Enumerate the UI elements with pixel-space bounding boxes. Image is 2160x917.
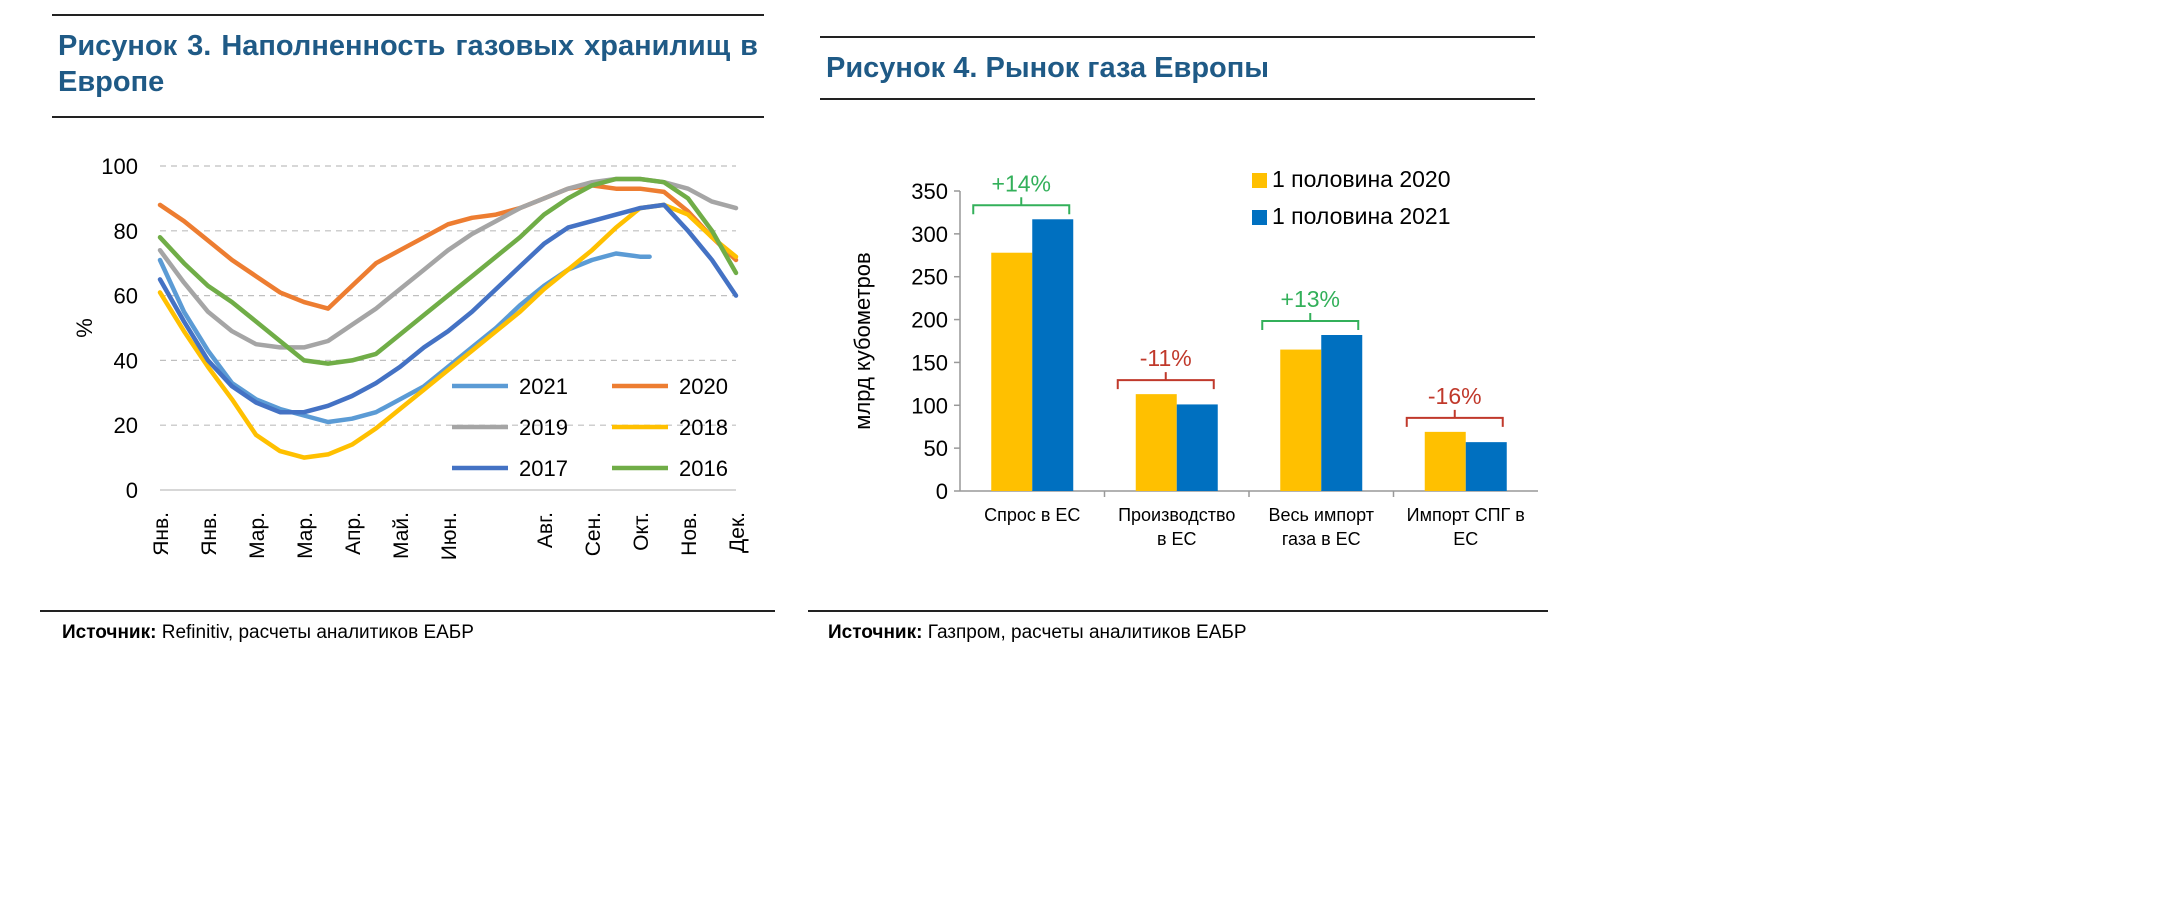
y-tick-label: 50 — [924, 436, 948, 461]
series-line-2020 — [157, 183, 739, 311]
change-annotation: +13% — [1281, 286, 1340, 312]
bar-0 — [1135, 394, 1177, 491]
storage-line-chart: 0 20 40 60 80 100% Янв. Янв. Мар. Мар. Апр. Май. Июн… — [72, 154, 749, 560]
x-tick-label: Авг. — [534, 512, 557, 548]
left-source-label: Источник: — [62, 622, 157, 643]
y-tick-label: 0 — [936, 479, 948, 504]
change-annotation: -16% — [1428, 383, 1482, 409]
x-tick-label: Июн. — [438, 512, 461, 560]
y-axis-label: млрд кубометров — [850, 252, 875, 429]
y-tick-label: 60 — [114, 284, 138, 309]
right-top-rule — [820, 36, 1535, 38]
change-annotation: -11% — [1140, 345, 1192, 371]
left-bottom-rule — [40, 610, 775, 612]
bar-1 — [1032, 219, 1074, 491]
legend-swatch — [1252, 210, 1267, 225]
left-title-rule — [52, 116, 764, 118]
legend-label: 2019 — [519, 415, 568, 440]
right-source-text: Газпром, расчеты аналитиков ЕАБР — [927, 622, 1247, 643]
bar-0 — [1424, 431, 1466, 491]
y-tick-label: 200 — [911, 308, 948, 333]
right-title-rule — [820, 98, 1535, 100]
x-tick-label: Май. — [390, 512, 413, 559]
bar-1 — [1465, 442, 1507, 491]
right-source-label: Источник: — [828, 622, 923, 643]
legend-label: 1 половина 2021 — [1272, 203, 1451, 229]
x-category-label: в ЕС — [1157, 529, 1197, 549]
x-category-label: Спрос в ЕС — [984, 505, 1080, 525]
x-tick-label: Окт. — [630, 512, 653, 551]
change-bracket — [1261, 313, 1360, 330]
x-tick-label: Янв. — [198, 512, 221, 556]
x-tick-label: Апр. — [342, 512, 365, 555]
series-line-2019 — [157, 176, 739, 350]
right-chart-title: Рисунок 4. Рынок газа Европы — [826, 52, 1270, 84]
series-line-2016 — [157, 176, 739, 366]
legend-label: 2021 — [519, 374, 568, 399]
gas-market-bar-chart: 0 50 100 150 200 250 300 350 млрд кубометров Спро… — [850, 166, 1538, 549]
y-tick-label: 100 — [911, 393, 948, 418]
legend-label: 1 половина 2020 — [1272, 166, 1451, 192]
change-bracket — [1405, 409, 1504, 427]
legend-label: 2016 — [679, 456, 728, 481]
bar-0 — [991, 252, 1033, 491]
bar-1 — [1176, 404, 1218, 491]
y-axis-label: % — [72, 318, 97, 338]
bar-0 — [1280, 349, 1322, 491]
y-tick-label: 250 — [911, 265, 948, 290]
y-tick-label: 150 — [911, 350, 948, 375]
x-category-label: Импорт СПГ в — [1407, 505, 1525, 525]
y-tick-label: 40 — [114, 348, 138, 373]
left-source: Источник: Refinitiv, расчеты аналитиков … — [62, 622, 474, 644]
legend-label: 2017 — [519, 456, 568, 481]
x-category-label: Производство — [1118, 505, 1235, 525]
y-tick-label: 20 — [114, 413, 138, 438]
legend-label: 2018 — [679, 415, 728, 440]
y-tick-label: 100 — [101, 154, 138, 179]
x-tick-label: Мар. — [294, 512, 317, 559]
right-source: Источник: Газпром, расчеты аналитиков ЕА… — [828, 622, 1247, 644]
legend-label: 2020 — [679, 374, 728, 399]
x-tick-label: Янв. — [150, 512, 173, 556]
x-tick-label: Нов. — [678, 512, 701, 556]
x-category-label: ЕС — [1453, 529, 1478, 549]
bar-1 — [1321, 335, 1363, 491]
y-tick-label: 350 — [911, 179, 948, 204]
left-source-text: Refinitiv, расчеты аналитиков ЕАБР — [161, 622, 474, 643]
legend-swatch — [1252, 173, 1267, 188]
right-bottom-rule — [808, 610, 1548, 612]
x-tick-label: Дек. — [726, 512, 749, 553]
y-tick-label: 300 — [911, 222, 948, 247]
y-tick-label: 0 — [126, 478, 138, 503]
x-tick-label: Мар. — [246, 512, 269, 559]
change-bracket — [972, 197, 1071, 215]
x-category-label: газа в ЕС — [1282, 529, 1361, 549]
left-chart-title: Рисунок 3. Наполненность газовых хранили… — [58, 30, 758, 98]
x-tick-label: Сен. — [582, 512, 605, 556]
series-line-2021 — [157, 251, 652, 425]
y-tick-label: 80 — [114, 219, 138, 244]
left-top-rule — [52, 14, 764, 16]
x-category-label: Весь импорт — [1269, 505, 1374, 525]
change-bracket — [1116, 372, 1215, 390]
change-annotation: +14% — [992, 170, 1051, 196]
series-line-2017 — [157, 202, 739, 415]
